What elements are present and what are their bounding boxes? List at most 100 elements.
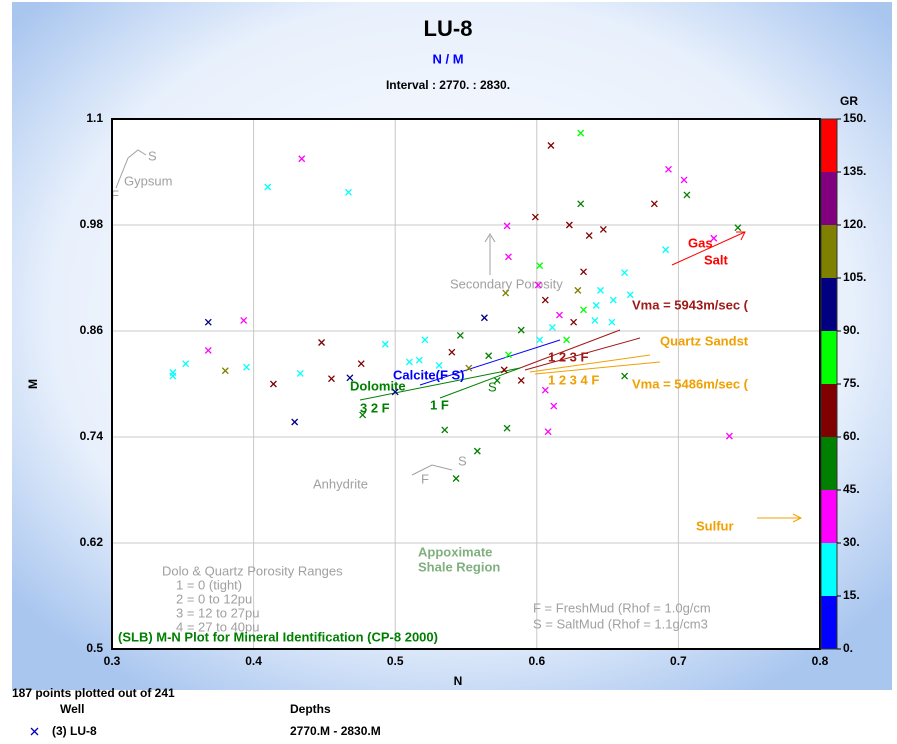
annotation: Calcite(F S) — [393, 367, 465, 382]
point — [591, 316, 599, 324]
x-tick-label: 0.4 — [245, 654, 262, 668]
y-tick-label: 0.5 — [86, 641, 103, 655]
point — [621, 372, 629, 380]
point — [480, 314, 488, 322]
point — [565, 221, 573, 229]
x-tick-label: 0.8 — [812, 654, 829, 668]
point — [441, 426, 449, 434]
point — [269, 380, 277, 388]
point — [517, 377, 525, 384]
point — [473, 447, 481, 455]
annotation: S = SaltMud (Rhof = 1.1g/cm3 — [533, 616, 708, 631]
annotation: F = FreshMud (Rhof = 1.0g/cm — [533, 600, 711, 615]
colorbar-segment — [821, 543, 837, 596]
colorbar-tick-label: 45. — [843, 482, 860, 496]
points — [169, 129, 742, 482]
point — [580, 306, 587, 314]
annotation: 1 F — [430, 397, 449, 412]
point — [710, 234, 718, 242]
x-tick-label: 0.5 — [387, 654, 404, 668]
point — [264, 183, 272, 191]
point — [465, 364, 473, 372]
point — [585, 232, 593, 240]
point — [536, 336, 544, 344]
point — [662, 246, 670, 254]
colorbar-tick-label: 150. — [843, 111, 866, 125]
annotation: (SLB) M-N Plot for Mineral Identificatio… — [118, 629, 438, 644]
point — [536, 262, 544, 270]
colorbar-tick-label: 30. — [843, 535, 860, 549]
point — [574, 286, 582, 294]
point — [547, 142, 555, 149]
reference-lines — [115, 149, 803, 523]
point — [608, 318, 616, 326]
point — [493, 377, 501, 384]
sandstone-line — [534, 361, 661, 375]
point — [563, 336, 570, 344]
point — [725, 432, 733, 440]
point — [415, 356, 423, 364]
point — [680, 176, 688, 184]
plot-border — [111, 118, 821, 650]
point — [555, 311, 563, 319]
colorbar-title: GR — [840, 94, 858, 108]
point — [577, 129, 585, 137]
colorbar-segment — [821, 437, 837, 490]
point — [500, 366, 508, 374]
point — [405, 358, 413, 366]
annotation: Vma = 5943m/sec ( — [632, 297, 749, 312]
point — [531, 213, 539, 221]
legend-marker — [30, 727, 39, 736]
annotation: 3 = 12 to 27pu — [176, 605, 260, 620]
point — [421, 336, 429, 344]
point — [650, 200, 658, 208]
colorbar-segment — [821, 119, 837, 172]
point — [298, 155, 306, 163]
annotation: S — [488, 379, 497, 394]
colorbar-segment — [821, 596, 837, 649]
point — [541, 386, 549, 394]
colorbar-tick-label: 60. — [843, 429, 860, 443]
y-tick-label: 1.1 — [86, 111, 103, 125]
annotation: 4 = 27 to 40pu — [176, 619, 260, 634]
point — [456, 331, 464, 339]
gypsum-line — [115, 157, 129, 189]
colorbar: 0. 15. 30. 45. 60. 75. 90. 105. 120. 135. 150. — [820, 111, 866, 655]
point — [359, 411, 367, 419]
colorbar-tick-label: 75. — [843, 376, 860, 390]
plot-area — [112, 119, 820, 649]
point — [503, 222, 511, 230]
colorbar-segment — [821, 384, 837, 437]
gypsum-marker — [127, 149, 147, 159]
point — [505, 351, 512, 359]
colorbar-segment — [821, 490, 837, 543]
sandstone-line — [519, 329, 621, 369]
colorbar-segment — [821, 278, 837, 331]
point — [544, 428, 552, 436]
point — [328, 375, 335, 383]
colorbar-tick-label: 105. — [843, 270, 866, 284]
point — [485, 352, 493, 360]
annotation: Vma = 5486m/sec ( — [632, 376, 749, 391]
annotation: F — [111, 187, 119, 202]
sandstone-line — [529, 354, 651, 373]
point — [609, 296, 617, 304]
annotation: Sulfur — [696, 518, 734, 533]
arrow-head — [792, 513, 803, 523]
point — [221, 367, 229, 375]
y-axis-label: M — [26, 379, 40, 389]
y-tick-label: 0.86 — [80, 323, 104, 337]
points-count: 187 points plotted out of 241 — [12, 686, 175, 700]
point — [580, 268, 587, 276]
chart-title: LU-8 — [424, 16, 473, 41]
annotation: Shale Region — [418, 559, 500, 574]
point — [597, 286, 604, 294]
x-tick-label: 0.3 — [104, 654, 121, 668]
annotation: Gypsum — [124, 173, 172, 188]
point — [435, 361, 443, 369]
point — [599, 225, 607, 233]
colorbar-segment — [821, 172, 837, 225]
annotation: Anhydrite — [313, 476, 368, 491]
annotation: 1 = 0 (tight) — [176, 577, 242, 592]
